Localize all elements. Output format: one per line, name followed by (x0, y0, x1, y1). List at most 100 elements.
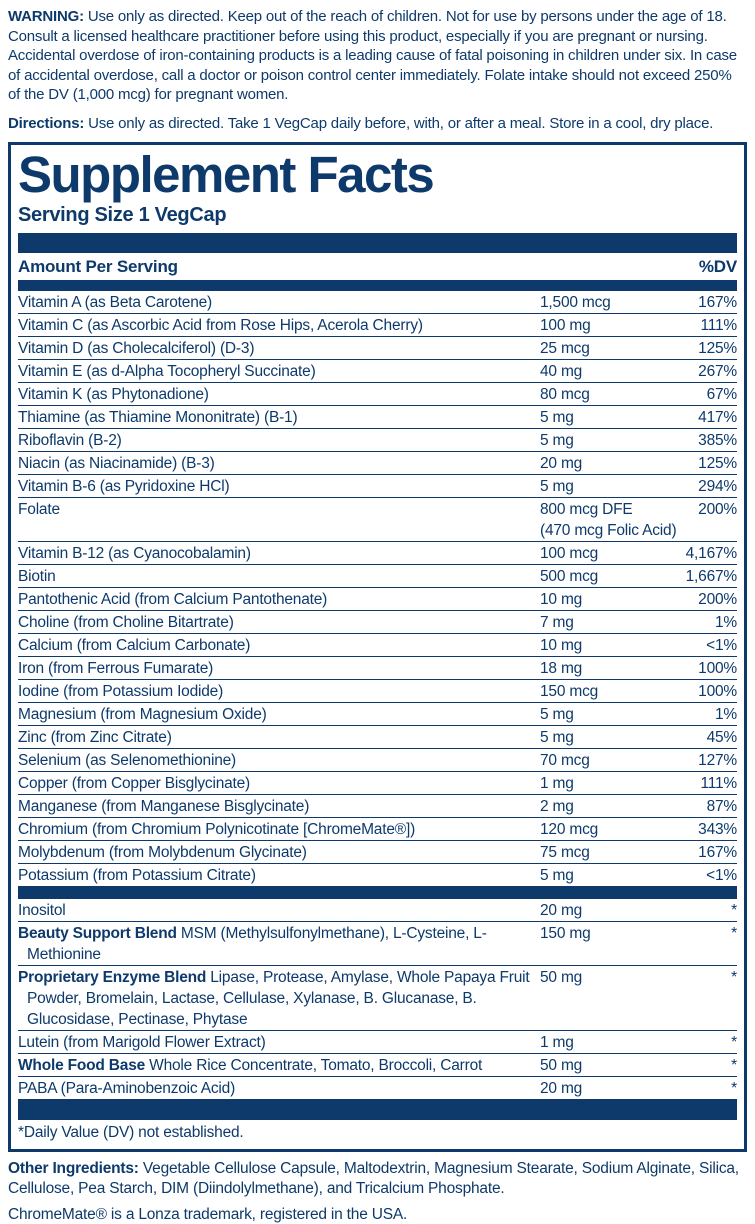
table-row: Riboflavin (B-2) 5 mg 385% (18, 428, 737, 451)
ingredient-name: Choline (from Choline Bitartrate) (18, 613, 234, 631)
table-row: Vitamin B-6 (as Pyridoxine HCl) 5 mg 294% (18, 474, 737, 497)
ingredient-amount: 5 mg (540, 728, 574, 746)
ingredient-name: Vitamin K (as Phytonadione) (18, 385, 209, 403)
warning-paragraph: WARNING: Use only as directed. Keep out … (8, 7, 747, 105)
ingredient-dv: 200% (698, 500, 737, 518)
ingredient-amount: 7 mg (540, 613, 574, 631)
ingredient-amount: 25 mcg (540, 339, 590, 357)
warning-text: Use only as directed. Keep out of the re… (8, 8, 737, 103)
ingredient-name: Inositol (18, 901, 66, 919)
ingredient-dv: * (731, 1056, 737, 1074)
ingredient-name: Iron (from Ferrous Fumarate) (18, 659, 214, 677)
ingredient-name: Proprietary Enzyme Blend Lipase, Proteas… (18, 968, 530, 1028)
table-row: Niacin (as Niacinamide) (B-3) 20 mg 125% (18, 451, 737, 474)
table-row: Vitamin D (as Cholecalciferol) (D-3) 25 m… (18, 336, 737, 359)
table-row: PABA (Para-Aminobenzoic Acid) 20 mg * (18, 1076, 737, 1099)
table-row: Vitamin C (as Ascorbic Acid from Rose Hi… (18, 313, 737, 336)
directions-text: Use only as directed. Take 1 VegCap dail… (88, 114, 714, 132)
ingredient-amount: 5 mg (540, 408, 574, 426)
table-row: Molybdenum (from Molybdenum Glycinate) 75… (18, 840, 737, 863)
ingredient-dv: * (731, 968, 737, 986)
ingredient-name: Riboflavin (B-2) (18, 431, 122, 449)
table-row: Potassium (from Potassium Citrate) 5 mg <1… (18, 863, 737, 886)
ingredient-name: Molybdenum (from Molybdenum Glycinate) (18, 843, 307, 861)
ingredient-amount: 10 mg (540, 590, 583, 608)
ingredient-amount: 18 mg (540, 659, 583, 677)
nutrient-table: Vitamin A (as Beta Carotene) 1,500 mcg 167… (18, 291, 737, 886)
panel-title: Supplement Facts (18, 145, 435, 203)
ingredient-amount: 1,500 mcg (540, 293, 611, 311)
ingredient-dv: 294% (698, 477, 737, 495)
ingredient-amount: 800 mcg DFE (470 mcg Folic Acid) (540, 500, 677, 539)
ingredient-name: Biotin (18, 567, 56, 585)
ingredient-amount: 150 mg (540, 924, 591, 942)
ingredient-amount: 1 mg (540, 1033, 574, 1051)
ingredient-dv: 417% (698, 408, 737, 426)
ingredient-dv: * (731, 924, 737, 942)
ingredient-name: Zinc (from Zinc Citrate) (18, 728, 172, 746)
divider-bar (18, 1099, 737, 1121)
ingredient-amount: 20 mg (540, 901, 583, 919)
ingredient-dv: 45% (706, 728, 738, 746)
ingredient-dv: 1,667% (685, 567, 738, 585)
table-row: Proprietary Enzyme Blend Lipase, Proteas… (18, 965, 737, 1030)
directions-label: Directions: (8, 114, 85, 132)
ingredient-name: Vitamin A (as Beta Carotene) (18, 293, 213, 311)
ingredient-dv: 111% (700, 316, 737, 334)
ingredient-amount: 120 mcg (540, 820, 599, 838)
supplement-facts-panel: Supplement Facts Serving Size 1 VegCap A… (8, 141, 747, 1153)
ingredient-dv: <1% (706, 636, 737, 654)
ingredient-name: Calcium (from Calcium Carbonate) (18, 636, 251, 654)
ingredient-amount: 40 mg (540, 362, 583, 380)
table-row: Copper (from Copper Bisglycinate) 1 mg 111… (18, 771, 737, 794)
divider-bar (18, 233, 737, 254)
ingredient-name: Chromium (from Chromium Polynicotinate [… (18, 820, 416, 838)
ingredient-amount: 5 mg (540, 431, 574, 449)
table-row: Inositol 20 mg * (18, 899, 737, 921)
ingredient-dv: 167% (698, 843, 737, 861)
other-ingredients-paragraph: Other Ingredients: Vegetable Cellulose C… (8, 1159, 747, 1198)
table-row: Vitamin E (as d-Alpha Tocopheryl Succina… (18, 359, 737, 382)
trademark-note: ChromeMate® is a Lonza trademark, regist… (8, 1206, 408, 1224)
ingredient-name: Vitamin E (as d-Alpha Tocopheryl Succina… (18, 362, 316, 380)
ingredient-dv: 385% (698, 431, 737, 449)
ingredient-amount: 75 mcg (540, 843, 590, 861)
ingredient-name: Whole Food Base Whole Rice Concentrate, … (18, 1056, 483, 1074)
ingredient-dv: 67% (706, 385, 738, 403)
table-row: Iron (from Ferrous Fumarate) 18 mg 100% (18, 656, 737, 679)
ingredient-amount: 50 mg (540, 1056, 583, 1074)
table-row: Pantothenic Acid (from Calcium Pantothen… (18, 587, 737, 610)
ingredient-dv: 100% (698, 682, 737, 700)
ingredient-dv: <1% (706, 866, 737, 884)
ingredient-dv: 1% (714, 613, 737, 631)
ingredient-dv: 167% (698, 293, 737, 311)
ingredient-name: Iodine (from Potassium Iodide) (18, 682, 224, 700)
ingredient-amount: 1 mg (540, 774, 574, 792)
ingredient-dv: 87% (706, 797, 738, 815)
ingredient-name: Lutein (from Marigold Flower Extract) (18, 1033, 266, 1051)
ingredient-dv: * (731, 1033, 737, 1051)
ingredient-name: Magnesium (from Magnesium Oxide) (18, 705, 267, 723)
ingredient-name: Copper (from Copper Bisglycinate) (18, 774, 251, 792)
ingredient-name: Niacin (as Niacinamide) (B-3) (18, 454, 215, 472)
ingredient-name: Vitamin C (as Ascorbic Acid from Rose Hi… (18, 316, 423, 334)
ingredient-amount: 10 mg (540, 636, 583, 654)
ingredient-dv: 127% (698, 751, 737, 769)
table-row: Folate 800 mcg DFE (470 mcg Folic Acid) 200… (18, 497, 737, 541)
ingredient-amount: 5 mg (540, 705, 574, 723)
directions-paragraph: Directions: Use only as directed. Take 1… (8, 114, 747, 133)
ingredient-amount: 70 mcg (540, 751, 590, 769)
table-row: Lutein (from Marigold Flower Extract) 1 m… (18, 1030, 737, 1053)
ingredient-name: Selenium (as Selenomethionine) (18, 751, 237, 769)
ingredient-amount: 50 mg (540, 968, 583, 986)
ingredient-dv: 267% (698, 362, 737, 380)
table-row: Beauty Support Blend MSM (Methylsulfonyl… (18, 921, 737, 965)
table-row: Vitamin A (as Beta Carotene) 1,500 mcg 167… (18, 291, 737, 313)
divider-bar (18, 886, 737, 900)
blend-table: Inositol 20 mg * Beauty Support Blend MSM (… (18, 899, 737, 1099)
ingredient-name: Manganese (from Manganese Bisglycinate) (18, 797, 310, 815)
table-row: Thiamine (as Thiamine Mononitrate) (B-1)… (18, 405, 737, 428)
ingredient-name: Potassium (from Potassium Citrate) (18, 866, 256, 884)
ingredient-name: Pantothenic Acid (from Calcium Pantothen… (18, 590, 328, 608)
